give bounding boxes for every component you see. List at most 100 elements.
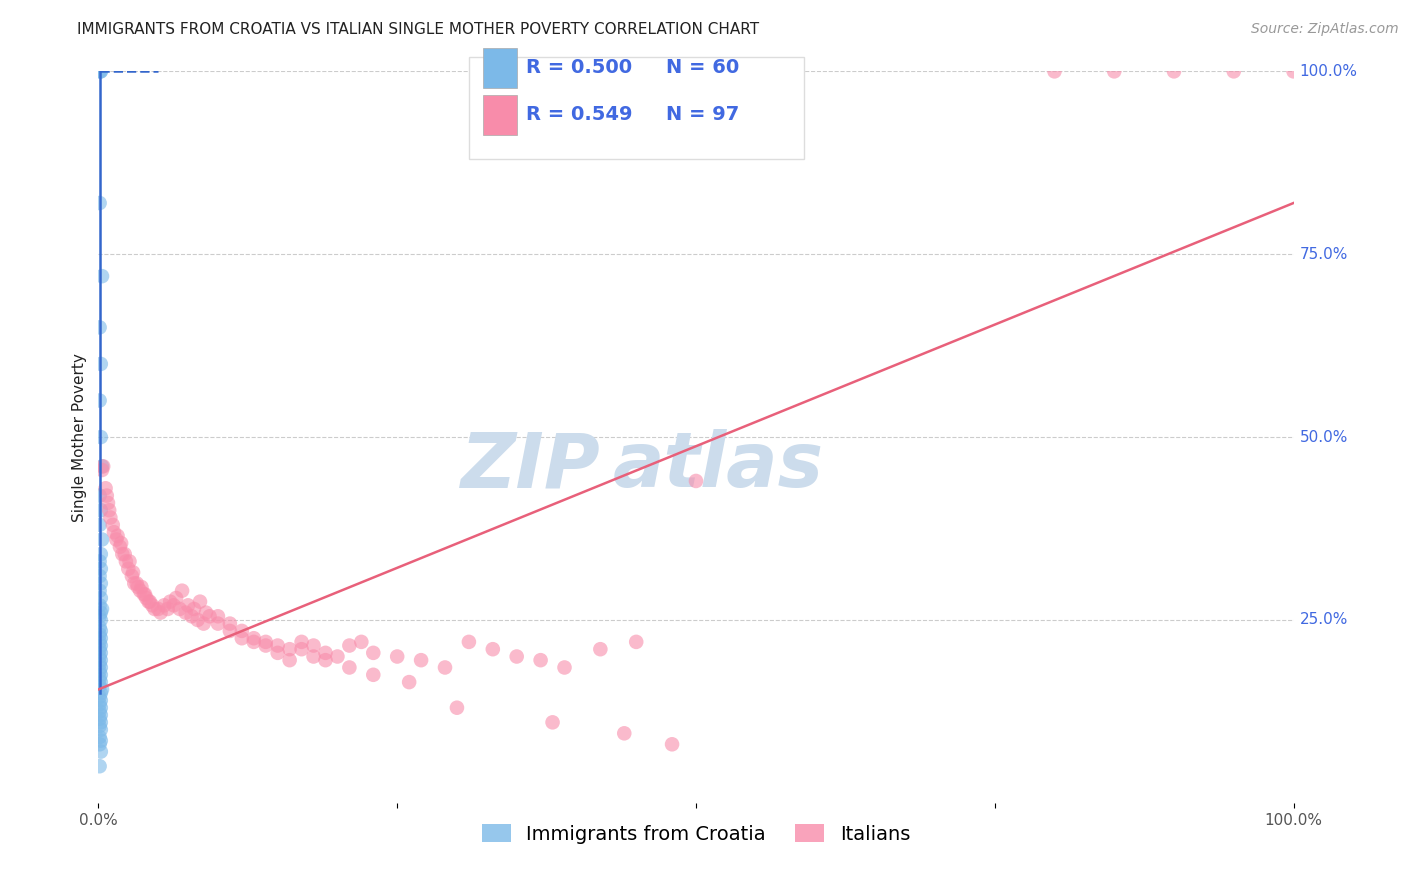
Point: [91, 463, 114, 477]
Point: [90, 667, 112, 681]
Text: IMMIGRANTS FROM CROATIA VS ITALIAN SINGLE MOTHER POVERTY CORRELATION CHART: IMMIGRANTS FROM CROATIA VS ITALIAN SINGL…: [77, 22, 759, 37]
Point: [267, 639, 290, 653]
Point: [118, 554, 141, 568]
Point: [114, 547, 136, 561]
Point: [89, 649, 111, 664]
Point: [101, 517, 124, 532]
Point: [108, 540, 131, 554]
Point: [135, 591, 157, 605]
Point: [458, 635, 481, 649]
Text: 100.0%: 100.0%: [1299, 64, 1358, 78]
Point: [90, 357, 112, 371]
Point: [613, 726, 636, 740]
Point: [231, 624, 253, 638]
Point: [98, 510, 122, 524]
Point: [541, 715, 564, 730]
Point: [110, 536, 132, 550]
Point: [411, 653, 433, 667]
Point: [530, 653, 553, 667]
Point: [163, 599, 186, 613]
Point: [180, 609, 202, 624]
Point: [91, 533, 114, 547]
Text: 25.0%: 25.0%: [1299, 613, 1348, 627]
Text: Source: ZipAtlas.com: Source: ZipAtlas.com: [1251, 22, 1399, 37]
Point: [193, 616, 215, 631]
Point: [89, 697, 111, 711]
Point: [89, 705, 111, 719]
Point: [254, 635, 277, 649]
Point: [174, 606, 197, 620]
Point: [148, 602, 170, 616]
Point: [138, 594, 160, 608]
FancyBboxPatch shape: [484, 95, 517, 136]
Text: atlas: atlas: [613, 429, 824, 503]
Point: [117, 562, 139, 576]
Point: [91, 602, 114, 616]
Point: [89, 657, 111, 671]
Point: [156, 602, 179, 616]
Point: [243, 635, 266, 649]
Point: [254, 639, 277, 653]
Text: 50.0%: 50.0%: [1299, 430, 1348, 444]
Point: [131, 580, 153, 594]
Point: [661, 737, 683, 751]
FancyBboxPatch shape: [470, 57, 804, 159]
Point: [94, 481, 117, 495]
Point: [107, 529, 129, 543]
Point: [89, 679, 111, 693]
Text: N = 60: N = 60: [666, 58, 740, 77]
Point: [398, 675, 420, 690]
Point: [589, 642, 612, 657]
Point: [89, 719, 111, 733]
Point: [554, 660, 576, 674]
Text: 75.0%: 75.0%: [1299, 247, 1348, 261]
Point: [302, 649, 325, 664]
Point: [89, 730, 111, 744]
Point: [207, 609, 229, 624]
Point: [90, 547, 112, 561]
Point: [685, 474, 707, 488]
Point: [91, 269, 114, 284]
Point: [1163, 64, 1185, 78]
Point: [89, 609, 111, 624]
Point: [1223, 64, 1246, 78]
Point: [89, 672, 111, 686]
Point: [89, 759, 111, 773]
Point: [96, 489, 118, 503]
Point: [105, 533, 128, 547]
Point: [90, 675, 112, 690]
Point: [89, 737, 111, 751]
Point: [129, 583, 152, 598]
Point: [90, 562, 112, 576]
Point: [89, 627, 111, 641]
Point: [89, 599, 111, 613]
Point: [143, 602, 166, 616]
Point: [89, 690, 111, 704]
Point: [195, 606, 218, 620]
Point: [90, 660, 112, 674]
Point: [153, 599, 176, 613]
Y-axis label: Single Mother Poverty: Single Mother Poverty: [72, 352, 87, 522]
Point: [385, 649, 409, 664]
Point: [89, 635, 111, 649]
Point: [291, 642, 314, 657]
Point: [89, 712, 111, 726]
Point: [125, 576, 148, 591]
Point: [1282, 64, 1305, 78]
Point: [97, 496, 120, 510]
Point: [89, 554, 111, 568]
Point: [90, 646, 112, 660]
Point: [506, 649, 529, 664]
Point: [172, 583, 194, 598]
Point: [90, 576, 112, 591]
Point: [91, 459, 114, 474]
Point: [89, 196, 111, 211]
Point: [1104, 64, 1126, 78]
Point: [139, 594, 162, 608]
Point: [90, 708, 112, 723]
Point: [89, 583, 111, 598]
Point: [177, 599, 200, 613]
Point: [219, 616, 242, 631]
Point: [149, 606, 172, 620]
Point: [626, 635, 648, 649]
